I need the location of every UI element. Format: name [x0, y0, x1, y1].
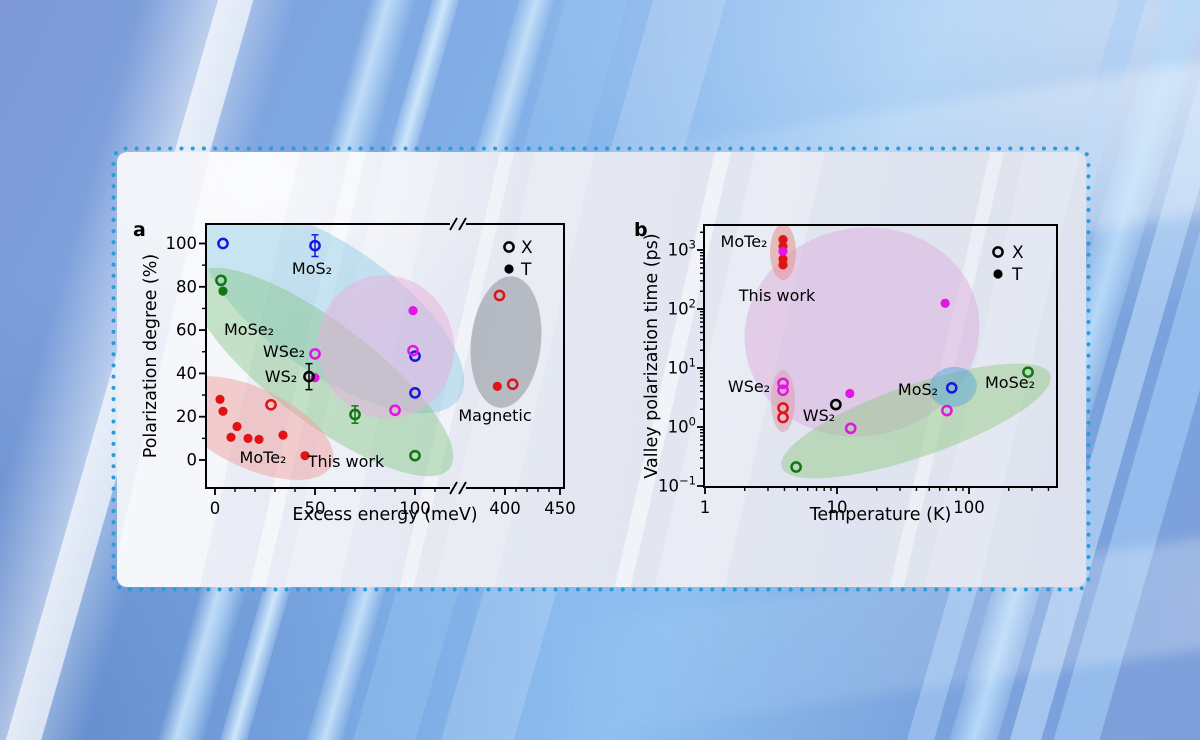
a-x-axis-title: Excess energy (meV) — [292, 505, 478, 525]
a-y-axis-title: Polarization degree (%) — [141, 253, 161, 459]
panel-b-letter: b — [634, 219, 648, 241]
b-x-axis-title: Temperature (K) — [809, 505, 952, 525]
b-y-axis-title: Valley polarization time (ps) — [642, 233, 662, 479]
panel-a-letter: a — [133, 219, 146, 241]
